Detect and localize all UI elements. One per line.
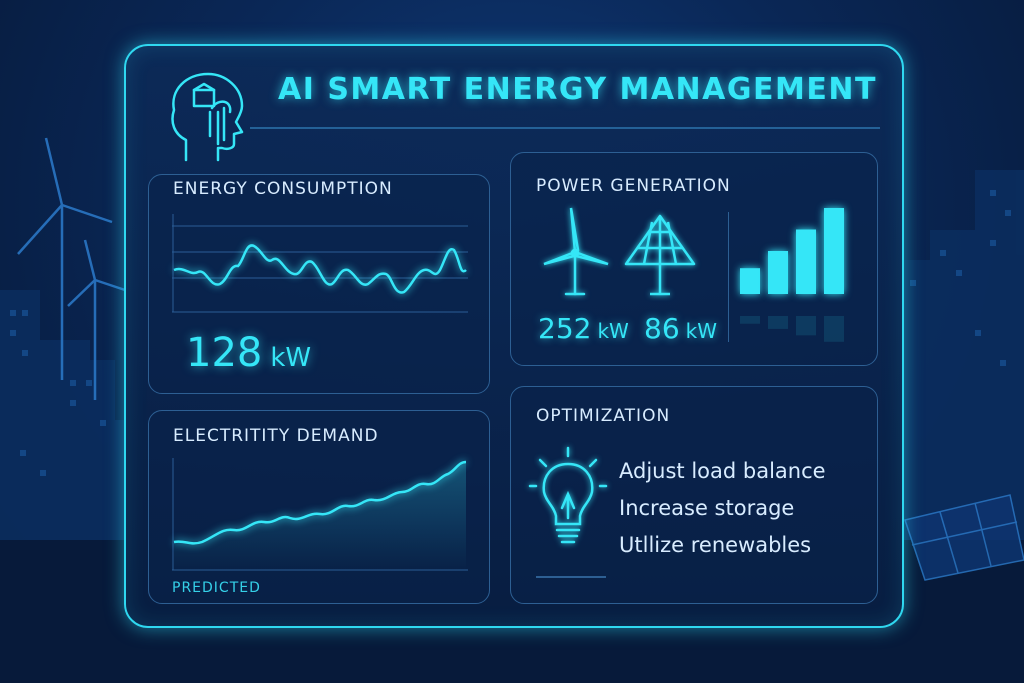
generation-bar-reflection bbox=[796, 316, 816, 336]
generation-bar bbox=[824, 208, 844, 294]
electricity-demand-series bbox=[173, 460, 467, 545]
optimization-item: Increase storage bbox=[619, 496, 795, 520]
generation-bar-reflection bbox=[768, 316, 788, 329]
generation-divider bbox=[728, 212, 729, 342]
wind-generation-value: 252 kW bbox=[538, 312, 629, 345]
solar-generation-number: 86 bbox=[644, 312, 680, 345]
generation-bar bbox=[796, 229, 816, 294]
wind-generation-number: 252 bbox=[538, 312, 592, 345]
energy-consumption-title: ENERGY CONSUMPTION bbox=[173, 179, 393, 199]
energy-consumption-card bbox=[148, 174, 490, 394]
ai-head-icon bbox=[171, 72, 244, 162]
solar-panel-icon bbox=[624, 214, 696, 296]
generation-bar bbox=[740, 268, 760, 294]
predicted-caption: PREDICTED bbox=[172, 580, 261, 596]
generation-bar-reflection bbox=[824, 316, 844, 342]
energy-consumption-line-chart bbox=[172, 214, 468, 313]
wind-turbine-icon bbox=[543, 207, 609, 296]
generation-bar-chart bbox=[740, 208, 844, 342]
energy-consumption-number: 128 bbox=[186, 330, 263, 376]
optimization-item: Adjust load balance bbox=[619, 459, 826, 483]
optimization-title: OPTIMIZATION bbox=[536, 406, 671, 426]
energy-consumption-unit: kW bbox=[270, 343, 312, 373]
solar-generation-unit: kW bbox=[685, 319, 717, 343]
energy-consumption-value: 128 kW bbox=[186, 330, 311, 376]
power-generation-title: POWER GENERATION bbox=[536, 176, 731, 196]
page-title: AI SMART ENERGY MANAGEMENT bbox=[278, 72, 877, 107]
optimization-card bbox=[510, 386, 878, 604]
generation-bar bbox=[768, 251, 788, 294]
power-generation-card bbox=[510, 152, 878, 366]
lightbulb-icon bbox=[528, 446, 608, 544]
generation-bar-reflection bbox=[740, 316, 760, 324]
solar-generation-value: 86 kW bbox=[644, 312, 717, 345]
energy-consumption-series bbox=[173, 244, 467, 294]
electricity-demand-title: ELECTRITITY DEMAND bbox=[173, 426, 379, 446]
electricity-demand-line-chart bbox=[172, 458, 468, 571]
optimization-underline bbox=[536, 576, 606, 578]
header-divider bbox=[250, 127, 880, 129]
wind-generation-unit: kW bbox=[597, 319, 629, 343]
optimization-item: Utllize renewables bbox=[619, 533, 812, 557]
